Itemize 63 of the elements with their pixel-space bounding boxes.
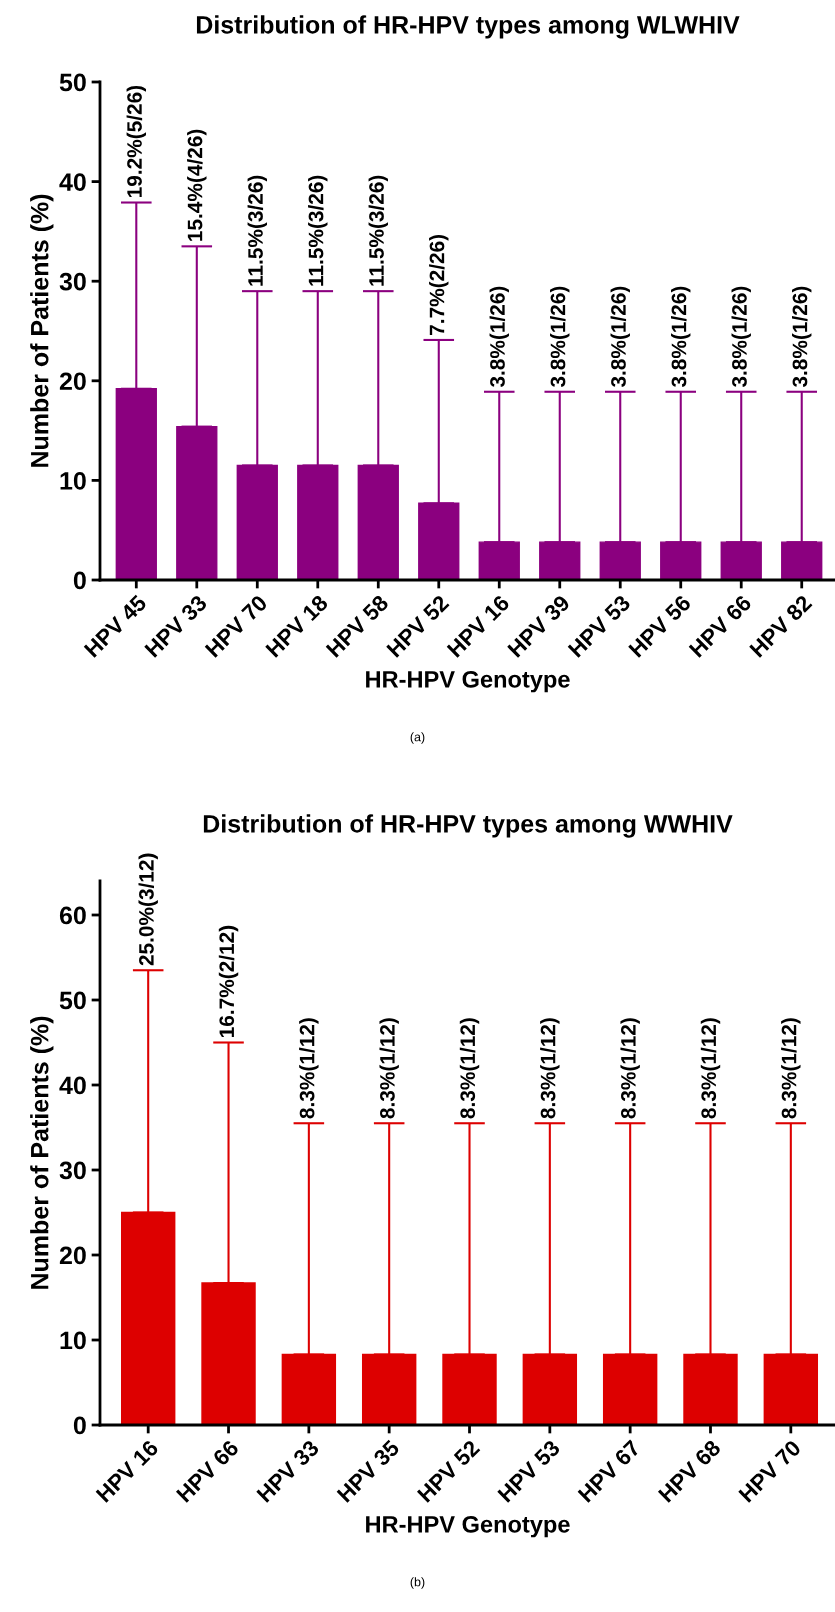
annotation: 7.7%(2/26): [429, 234, 449, 335]
bar: [522, 1353, 578, 1425]
annotation: 3.8%(1/26): [731, 286, 751, 388]
bar: [660, 541, 702, 580]
bar: [201, 1282, 256, 1425]
bar: [115, 388, 157, 580]
y-tick-label: 30: [59, 1161, 86, 1180]
y-tick-label: 40: [59, 173, 86, 191]
bar: [781, 541, 823, 580]
y-tick-label: 0: [73, 1416, 86, 1435]
y-axis-title: Number of Patients (%): [30, 194, 54, 467]
bar: [361, 1353, 417, 1425]
bar: [683, 1353, 738, 1425]
x-axis-title: HR-HPV Genotype: [366, 670, 570, 693]
annotation: 8.3%(1/12): [781, 1018, 801, 1119]
annotation: 3.8%(1/26): [489, 286, 509, 388]
y-tick-label: 10: [60, 1331, 86, 1350]
annotation: 8.3%(1/12): [379, 1018, 399, 1119]
y-tick-label: 30: [59, 272, 86, 291]
bar: [539, 541, 581, 580]
x-axis-title: HR-HPV Genotype: [366, 1515, 570, 1538]
annotation: 15.4%(4/26): [187, 129, 207, 241]
annotation: 8.3%(1/12): [299, 1018, 319, 1119]
bar: [602, 1353, 658, 1425]
chart-title: Distribution of HR-HPV types among WLWHIV: [196, 15, 740, 39]
annotation: 19.2%(5/26): [126, 85, 147, 198]
bar: [599, 541, 641, 580]
annotation: 8.3%(1/12): [540, 1018, 560, 1119]
annotation: 8.3%(1/12): [700, 1018, 721, 1119]
y-axis-title: Number of Patients (%): [30, 1016, 54, 1289]
annotation: 8.3%(1/12): [620, 1018, 640, 1119]
text: (a): [410, 732, 425, 744]
bar: [236, 464, 278, 580]
bar: [357, 464, 399, 580]
annotation: 3.8%(1/26): [550, 286, 570, 388]
bar: [763, 1353, 819, 1425]
bar: [418, 502, 460, 580]
bar: [281, 1353, 337, 1425]
annotation: 16.7%(2/12): [218, 925, 239, 1038]
bar: [720, 541, 762, 580]
y-tick-label: 60: [59, 906, 86, 925]
annotation: 3.8%(1/26): [610, 286, 630, 388]
y-tick-label: 20: [59, 372, 86, 391]
bar: [297, 464, 339, 580]
bar: [120, 1211, 176, 1425]
annotation: 11.5%(3/26): [308, 175, 328, 286]
y-tick-label: 50: [59, 991, 86, 1010]
y-tick-label: 50: [59, 73, 86, 92]
annotation: 3.8%(1/26): [671, 286, 691, 388]
bar: [176, 425, 218, 580]
y-tick-label: 10: [60, 472, 86, 490]
annotation: 25.0%(3/12): [138, 853, 158, 966]
chart-title: Distribution of HR-HPV types among WWHIV: [203, 814, 733, 838]
annotation: 11.5%(3/26): [368, 175, 388, 286]
text: (b): [410, 1577, 425, 1589]
bar: [478, 541, 520, 580]
y-tick-label: 0: [73, 571, 86, 590]
annotation: 3.8%(1/26): [792, 286, 812, 388]
y-tick-label: 20: [59, 1246, 86, 1265]
y-tick-label: 40: [59, 1076, 86, 1095]
annotation: 8.3%(1/12): [459, 1018, 480, 1119]
annotation: 11.5%(3/26): [247, 175, 267, 286]
bar: [442, 1353, 497, 1425]
